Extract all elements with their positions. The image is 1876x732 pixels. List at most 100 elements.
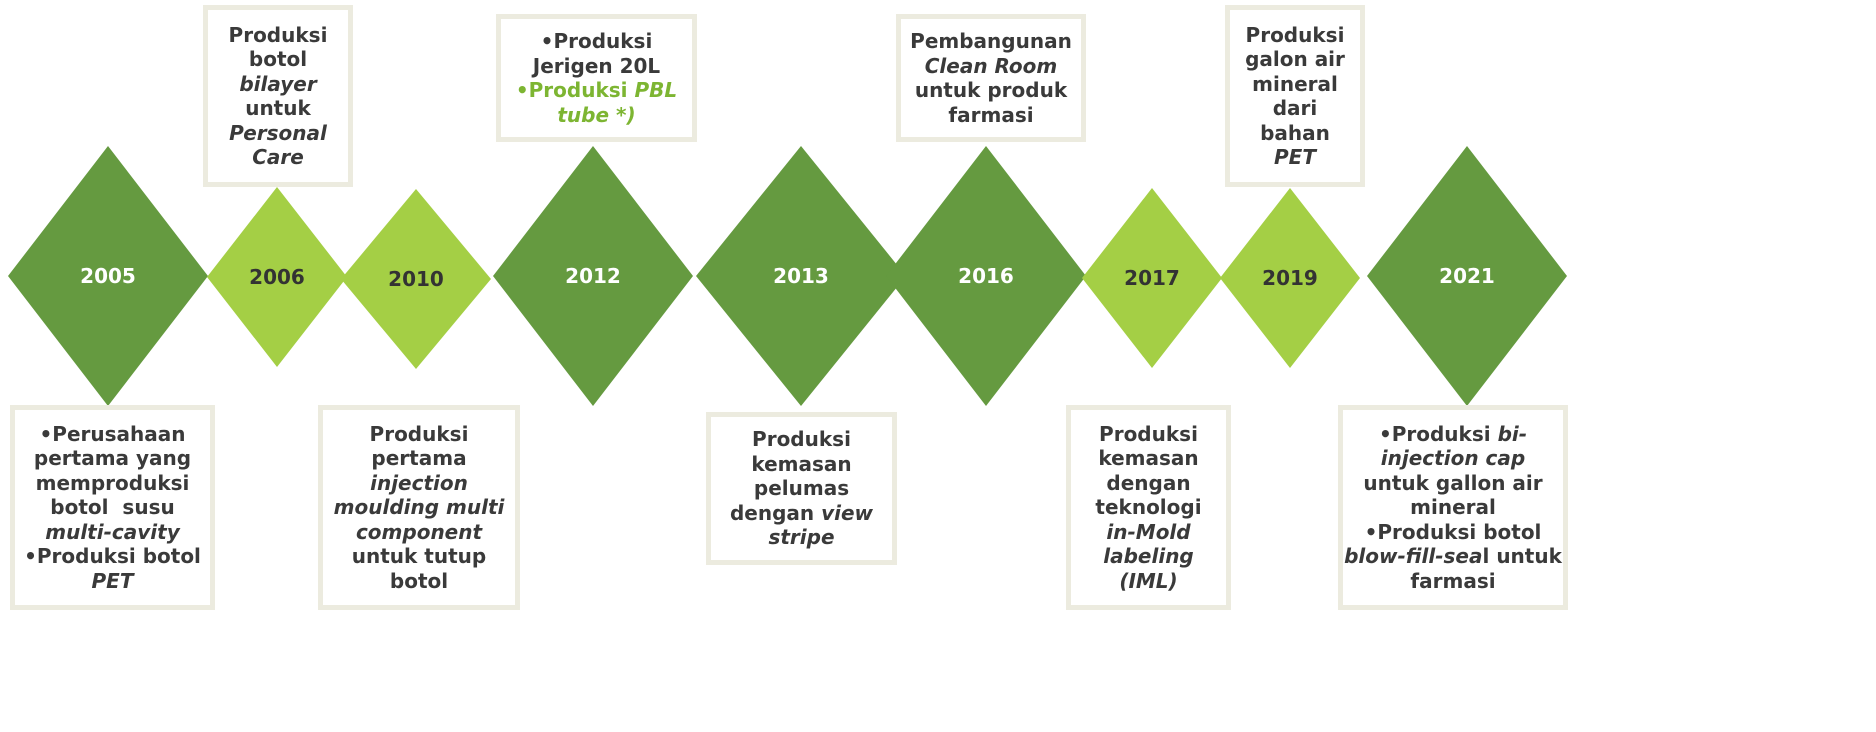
top-description-box: Pembangunan Clean Room untuk produk farmasi xyxy=(896,14,1086,142)
description-line: PET xyxy=(92,569,134,594)
description-text: farmasi xyxy=(948,102,1034,127)
description-line: untuk xyxy=(245,96,311,121)
description-text: farmasi xyxy=(1410,568,1496,593)
description-line: Care xyxy=(252,145,304,170)
year-label: 2019 xyxy=(1262,266,1318,290)
description-text: memproduksi xyxy=(35,470,190,495)
description-text: (IML) xyxy=(1119,568,1178,593)
year-diamond xyxy=(8,146,208,406)
description-text: Personal xyxy=(229,120,327,145)
description-line: kemasan xyxy=(751,452,851,477)
description-line: untuk produk xyxy=(915,78,1067,103)
year-diamond xyxy=(493,146,693,406)
description-text: l untuk xyxy=(1482,544,1562,569)
description-text: stripe xyxy=(768,525,835,550)
description-text: untuk xyxy=(245,96,311,120)
description-text: •Produksi xyxy=(1378,421,1498,446)
description-text: tube *) xyxy=(557,102,636,127)
description-text: bilayer xyxy=(239,71,317,96)
description-text: PBL xyxy=(634,78,678,102)
description-line: bahan xyxy=(1260,121,1330,146)
description-text: mineral xyxy=(1410,495,1496,520)
description-text: galon air xyxy=(1245,47,1345,71)
description-line: dengan view xyxy=(730,501,873,526)
description-text: pertama xyxy=(371,446,467,471)
description-text: dengan xyxy=(1106,470,1191,495)
description-line: Produksi xyxy=(1099,422,1198,447)
description-text: botol xyxy=(389,568,449,593)
description-line: pelumas xyxy=(754,476,849,501)
description-line: mineral xyxy=(1252,72,1338,97)
description-line: Produksi xyxy=(1246,23,1345,48)
description-line: dari xyxy=(1273,96,1318,121)
description-text: •Produksi botol xyxy=(1364,519,1542,544)
description-line: blow-fill-seal untuk xyxy=(1344,544,1562,569)
year-label: 2006 xyxy=(249,265,305,289)
description-text: •Produksi xyxy=(540,29,653,53)
description-text: multi-cavity xyxy=(45,519,180,544)
description-line: stripe xyxy=(768,525,834,550)
description-text: Pembangunan xyxy=(910,29,1072,53)
description-text: PET xyxy=(1274,145,1316,169)
year-label: 2012 xyxy=(565,264,621,288)
description-line: farmasi xyxy=(1410,569,1495,594)
description-line: •Perusahaan xyxy=(40,422,186,447)
description-line: memproduksi xyxy=(36,471,190,496)
year-diamond xyxy=(207,187,347,367)
description-line: Pembangunan xyxy=(910,29,1072,54)
year-label: 2010 xyxy=(388,267,444,291)
year-diamond xyxy=(1220,188,1360,368)
description-text: dengan xyxy=(729,500,822,525)
year-diamond xyxy=(1367,146,1567,406)
description-line: bilayer xyxy=(239,72,316,97)
description-text: Produksi xyxy=(228,22,328,47)
description-line: labeling xyxy=(1103,544,1194,569)
description-text: dari xyxy=(1272,96,1318,120)
year-diamond xyxy=(696,146,906,406)
top-description-box: •Produksi Jerigen 20L •Produksi PBL tube *) xyxy=(496,14,697,142)
description-line: PET xyxy=(1274,145,1316,170)
description-text: Care xyxy=(252,145,304,169)
top-description-box: Produksi galon air mineral dari bahan PET xyxy=(1225,5,1365,187)
description-line: component xyxy=(356,520,482,545)
description-line: pertama xyxy=(371,446,466,471)
description-line: mineral xyxy=(1410,495,1496,520)
description-text: injection xyxy=(370,470,468,495)
description-line: moulding multi xyxy=(334,495,505,520)
year-label: 2005 xyxy=(80,264,136,288)
description-line: untuk gallon air xyxy=(1363,471,1542,496)
description-line: injection cap xyxy=(1381,446,1525,471)
description-text: untuk gallon air xyxy=(1363,470,1543,495)
description-line: botol xyxy=(390,569,448,594)
description-text: blow-fill-sea xyxy=(1344,544,1483,569)
description-text: untuk produk xyxy=(914,78,1068,102)
description-line: •Produksi botol xyxy=(24,544,201,569)
description-text: view xyxy=(821,500,874,525)
description-text: labeling xyxy=(1103,544,1194,569)
description-text: Jerigen 20L xyxy=(532,53,661,78)
year-label: 2013 xyxy=(773,264,829,288)
description-text: botol susu xyxy=(50,495,175,520)
description-text: bahan xyxy=(1260,120,1330,145)
description-line: teknologi xyxy=(1095,495,1201,520)
description-line: •Produksi botol xyxy=(1365,520,1542,545)
description-line: •Produksi bi- xyxy=(1379,422,1527,447)
description-line: (IML) xyxy=(1119,569,1177,594)
description-text: moulding multi xyxy=(333,495,505,520)
description-text: injection cap xyxy=(1380,446,1526,471)
description-line: Produksi xyxy=(229,23,328,48)
description-line: Produksi xyxy=(370,422,469,447)
description-line: injection xyxy=(370,471,468,496)
year-diamond xyxy=(1082,188,1222,368)
description-text: component xyxy=(355,519,483,544)
description-line: botol susu xyxy=(50,495,174,520)
description-text: •Produksi botol xyxy=(24,544,201,569)
description-text: bi- xyxy=(1497,421,1528,446)
description-text: •Produksi xyxy=(515,78,635,102)
description-line: in-Mold xyxy=(1106,520,1190,545)
description-text: teknologi xyxy=(1095,495,1202,520)
bottom-description-box: Produksi pertama injection moulding multi co… xyxy=(318,405,520,610)
year-diamond xyxy=(886,146,1086,406)
